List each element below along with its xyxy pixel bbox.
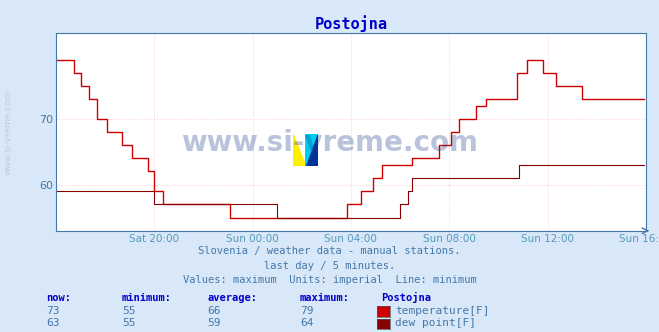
- Text: 63: 63: [46, 318, 59, 328]
- Text: Values: maximum  Units: imperial  Line: minimum: Values: maximum Units: imperial Line: mi…: [183, 275, 476, 285]
- Text: last day / 5 minutes.: last day / 5 minutes.: [264, 261, 395, 271]
- Text: 55: 55: [122, 318, 135, 328]
- Polygon shape: [306, 134, 318, 166]
- Text: average:: average:: [208, 293, 258, 303]
- Text: minimum:: minimum:: [122, 293, 172, 303]
- Text: www.si-vreme.com: www.si-vreme.com: [181, 129, 478, 157]
- Text: maximum:: maximum:: [300, 293, 350, 303]
- Title: Postojna: Postojna: [314, 15, 387, 32]
- Text: Slovenia / weather data - manual stations.: Slovenia / weather data - manual station…: [198, 246, 461, 256]
- Text: 79: 79: [300, 306, 313, 316]
- Text: www.si-vreme.com: www.si-vreme.com: [4, 90, 13, 176]
- Text: 73: 73: [46, 306, 59, 316]
- Polygon shape: [306, 134, 318, 166]
- Polygon shape: [293, 134, 306, 166]
- Text: now:: now:: [46, 293, 71, 303]
- Text: Postojna: Postojna: [381, 292, 431, 303]
- Text: dew point[F]: dew point[F]: [395, 318, 476, 328]
- Text: 64: 64: [300, 318, 313, 328]
- Text: 59: 59: [208, 318, 221, 328]
- Text: 55: 55: [122, 306, 135, 316]
- Text: 66: 66: [208, 306, 221, 316]
- Text: temperature[F]: temperature[F]: [395, 306, 490, 316]
